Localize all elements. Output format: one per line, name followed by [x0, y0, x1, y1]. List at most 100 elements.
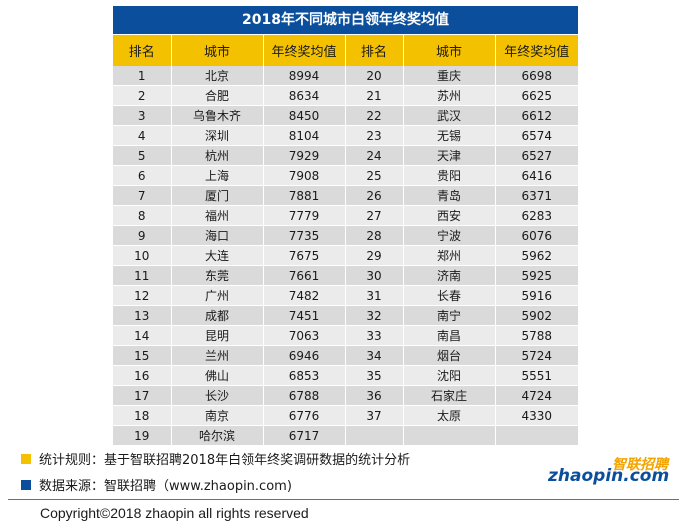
- city-cell: 济南: [403, 265, 496, 286]
- rank-cell: 23: [345, 125, 404, 146]
- rank-cell: 35: [345, 365, 404, 386]
- bonus-cell: 6076: [495, 225, 578, 246]
- rank-cell: 33: [345, 325, 404, 346]
- bonus-cell: 5962: [495, 245, 578, 266]
- table-row: 9 海口 7735 28 宁波 6076: [113, 225, 578, 246]
- rank-cell: 7: [113, 185, 172, 206]
- zhaopin-logo: 智联招聘 zhaopin.com: [548, 456, 670, 486]
- yellow-square-icon: [21, 453, 31, 464]
- rank-cell: 1: [113, 66, 172, 86]
- bonus-cell: 7482: [263, 285, 346, 306]
- city-cell: 广州: [171, 285, 264, 306]
- city-cell: 北京: [171, 66, 264, 86]
- rank-cell: 24: [345, 145, 404, 166]
- bonus-cell: 6612: [495, 105, 578, 126]
- city-cell: 海口: [171, 225, 264, 246]
- rank-cell: 29: [345, 245, 404, 266]
- bonus-cell: 5551: [495, 365, 578, 386]
- bonus-cell: 6788: [263, 385, 346, 406]
- bonus-cell: 6574: [495, 125, 578, 146]
- city-cell: 烟台: [403, 345, 496, 366]
- city-cell: 宁波: [403, 225, 496, 246]
- rank-cell: 31: [345, 285, 404, 306]
- rank-cell: 13: [113, 305, 172, 326]
- header-bonus: 年终奖均值: [263, 35, 346, 66]
- header-city: 城市: [403, 35, 496, 66]
- bonus-cell: 7063: [263, 325, 346, 346]
- rank-cell: 15: [113, 345, 172, 366]
- city-cell: 上海: [171, 165, 264, 186]
- header-bonus: 年终奖均值: [495, 35, 578, 66]
- city-cell: 苏州: [403, 85, 496, 106]
- city-cell: 福州: [171, 205, 264, 226]
- bonus-cell: 7929: [263, 145, 346, 166]
- table-row: 3 乌鲁木齐 8450 22 武汉 6612: [113, 105, 578, 126]
- bonus-cell: 6717: [263, 425, 346, 446]
- table-title: 2018年不同城市白领年终奖均值: [113, 6, 578, 35]
- rank-cell: 12: [113, 285, 172, 306]
- city-cell: 无锡: [403, 125, 496, 146]
- bonus-cell: 7661: [263, 265, 346, 286]
- city-cell: 贵阳: [403, 165, 496, 186]
- bonus-cell: 5916: [495, 285, 578, 306]
- rank-cell: 6: [113, 165, 172, 186]
- rank-cell: 25: [345, 165, 404, 186]
- city-cell: 佛山: [171, 365, 264, 386]
- rank-cell: 4: [113, 125, 172, 146]
- table-row: 19 哈尔滨 6717: [113, 425, 578, 446]
- bonus-cell: 7779: [263, 205, 346, 226]
- legend-rule-text: 统计规则：基于智联招聘2018年白领年终奖调研数据的统计分析: [39, 453, 411, 468]
- city-cell: [403, 425, 496, 446]
- city-cell: 哈尔滨: [171, 425, 264, 446]
- city-cell: 杭州: [171, 145, 264, 166]
- bonus-cell: 6283: [495, 205, 578, 226]
- bonus-cell: 5902: [495, 305, 578, 326]
- copyright-text: Copyright©2018 zhaopin all rights reserv…: [40, 505, 309, 521]
- bonus-cell: 6416: [495, 165, 578, 186]
- rank-cell: 30: [345, 265, 404, 286]
- table-row: 1 北京 8994 20 重庆 6698: [113, 66, 578, 86]
- city-cell: 厦门: [171, 185, 264, 206]
- table-row: 11 东莞 7661 30 济南 5925: [113, 265, 578, 286]
- bonus-cell: 7451: [263, 305, 346, 326]
- bonus-cell: 6371: [495, 185, 578, 206]
- rank-cell: 9: [113, 225, 172, 246]
- bonus-cell: 8994: [263, 66, 346, 86]
- city-cell: 南宁: [403, 305, 496, 326]
- bonus-cell: [495, 425, 578, 446]
- divider: [8, 499, 679, 500]
- table-row: 6 上海 7908 25 贵阳 6416: [113, 165, 578, 186]
- rank-cell: 27: [345, 205, 404, 226]
- bonus-cell: 6946: [263, 345, 346, 366]
- city-cell: 郑州: [403, 245, 496, 266]
- bonus-cell: 7675: [263, 245, 346, 266]
- city-cell: 南昌: [403, 325, 496, 346]
- logo-cn-text: 智联招聘: [612, 457, 668, 473]
- rank-cell: 5: [113, 145, 172, 166]
- rank-cell: 14: [113, 325, 172, 346]
- table-row: 18 南京 6776 37 太原 4330: [113, 405, 578, 426]
- table-row: 16 佛山 6853 35 沈阳 5551: [113, 365, 578, 386]
- table-row: 5 杭州 7929 24 天津 6527: [113, 145, 578, 166]
- rank-cell: 34: [345, 345, 404, 366]
- city-cell: 西安: [403, 205, 496, 226]
- city-cell: 天津: [403, 145, 496, 166]
- rank-cell: 32: [345, 305, 404, 326]
- legend-source-text: 数据来源：智联招聘（www.zhaopin.com): [39, 479, 292, 494]
- logo-en-text: zhaopin.com: [548, 466, 670, 486]
- bonus-cell: 8450: [263, 105, 346, 126]
- header-city: 城市: [171, 35, 264, 66]
- rank-cell: 2: [113, 85, 172, 106]
- city-cell: 沈阳: [403, 365, 496, 386]
- bonus-cell: 8634: [263, 85, 346, 106]
- header-rank: 排名: [113, 35, 172, 66]
- city-cell: 南京: [171, 405, 264, 426]
- rank-cell: 17: [113, 385, 172, 406]
- legend-source: 数据来源：智联招聘（www.zhaopin.com): [21, 475, 292, 494]
- table-row: 15 兰州 6946 34 烟台 5724: [113, 345, 578, 366]
- table-row: 17 长沙 6788 36 石家庄 4724: [113, 385, 578, 406]
- city-cell: 大连: [171, 245, 264, 266]
- rank-cell: 16: [113, 365, 172, 386]
- rank-cell: 36: [345, 385, 404, 406]
